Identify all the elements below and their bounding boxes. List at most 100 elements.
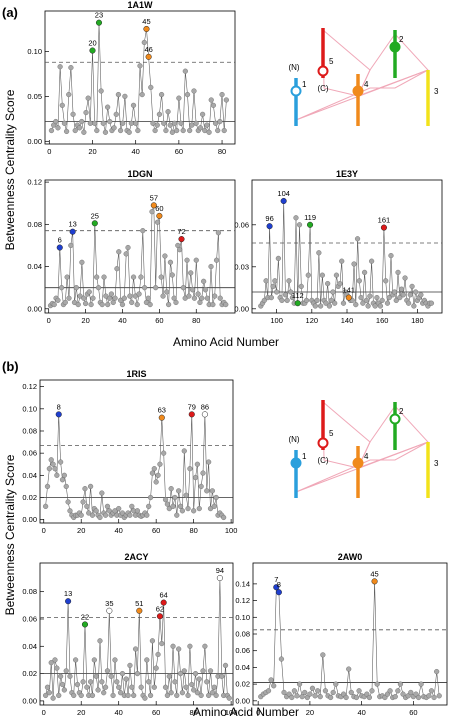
data-point (88, 301, 94, 308)
highlight-label: 79 (188, 402, 196, 411)
node-label-2: 2 (399, 407, 404, 416)
data-point (81, 129, 87, 135)
data-point (93, 673, 99, 679)
highlight-label: 45 (142, 17, 150, 26)
data-point (120, 120, 126, 126)
data-point (46, 466, 52, 472)
data-point (191, 508, 197, 514)
data-point (185, 505, 191, 512)
terminal-n: (N) (288, 63, 299, 72)
highlight-point (69, 228, 76, 235)
data-point (181, 448, 187, 454)
chart-title: 2ACY (124, 552, 148, 562)
data-point (84, 684, 90, 690)
highlight-point (280, 197, 287, 205)
node-4 (352, 85, 364, 97)
data-point (284, 297, 290, 304)
data-point (73, 285, 79, 291)
chart-2acy: 2ACY 0.00 0.02 0.04 0.06 0.08 0 20 40 60 80 100 13 22… (22, 552, 237, 717)
data-point (340, 300, 347, 306)
highlight-point (143, 25, 150, 33)
data-point (199, 295, 205, 301)
data-point (294, 693, 300, 699)
y-tick-label: 0.00 (27, 304, 42, 313)
highlight-point (294, 300, 301, 307)
highlight-point (275, 589, 282, 596)
data-point (208, 97, 214, 103)
data-point (153, 285, 159, 291)
data-point (278, 656, 285, 662)
data-point (201, 278, 207, 284)
data-point (204, 295, 210, 301)
data-point (50, 461, 56, 467)
data-point (148, 84, 154, 90)
data-point (226, 695, 232, 701)
data-point (79, 118, 85, 125)
data-point (155, 472, 161, 478)
y-tick-label: 0.03 (234, 262, 249, 271)
data-point (379, 297, 385, 304)
highlight-label: 7 (274, 575, 278, 584)
data-point (105, 104, 111, 110)
data-point (173, 299, 179, 306)
y-tick-label: 0.06 (22, 449, 37, 458)
data-point (153, 479, 159, 485)
data-point (206, 692, 212, 699)
data-point (289, 295, 296, 301)
data-point (43, 692, 49, 699)
data-point (133, 120, 139, 126)
data-point (80, 499, 86, 505)
data-point (307, 691, 313, 697)
data-point (348, 689, 354, 696)
data-point (59, 681, 66, 688)
data-point (99, 301, 105, 308)
data-point (393, 297, 399, 304)
data-point (165, 109, 171, 115)
data-point (84, 503, 90, 509)
x-tick-label: 0 (256, 708, 260, 717)
data-point (392, 694, 398, 700)
highlight-label: 112 (292, 291, 304, 300)
data-point (107, 118, 113, 125)
data-point (323, 300, 329, 306)
y-tick-label: 0.00 (234, 304, 249, 313)
data-point (367, 293, 373, 299)
data-point (409, 283, 415, 290)
highlight-label: 72 (177, 227, 185, 236)
data-point (363, 297, 369, 304)
highlight-point (81, 621, 89, 628)
node-2 (389, 413, 401, 425)
y-tick-label: 0.12 (235, 596, 250, 605)
data-point (123, 251, 129, 257)
data-point (339, 258, 345, 264)
data-point (222, 662, 229, 669)
y-axis-label-b: Betweenness Centrality Score (3, 454, 17, 615)
data-point (397, 295, 403, 301)
data-point (63, 483, 69, 490)
data-point (219, 673, 225, 679)
data-point (152, 127, 158, 134)
data-point (174, 512, 180, 518)
data-point (43, 503, 49, 509)
data-point (164, 289, 170, 295)
data-point (58, 673, 64, 679)
y-tick-label: 0.08 (22, 426, 37, 435)
chart-title: 1RIS (126, 369, 146, 379)
data-point (330, 689, 336, 696)
data-point (192, 474, 199, 481)
data-point (163, 127, 169, 134)
data-point (159, 640, 165, 647)
data-point (316, 250, 322, 256)
highlight-label: 51 (135, 599, 143, 608)
highlight-point (89, 47, 96, 54)
highlight-label: 64 (159, 591, 167, 600)
data-point (155, 651, 161, 658)
data-point (135, 127, 141, 134)
x-tick-label: 60 (175, 147, 183, 156)
data-point (319, 272, 325, 278)
data-point (172, 679, 178, 685)
data-point (388, 253, 394, 259)
data-point (64, 274, 70, 280)
data-point (116, 684, 122, 690)
connector (295, 69, 429, 121)
